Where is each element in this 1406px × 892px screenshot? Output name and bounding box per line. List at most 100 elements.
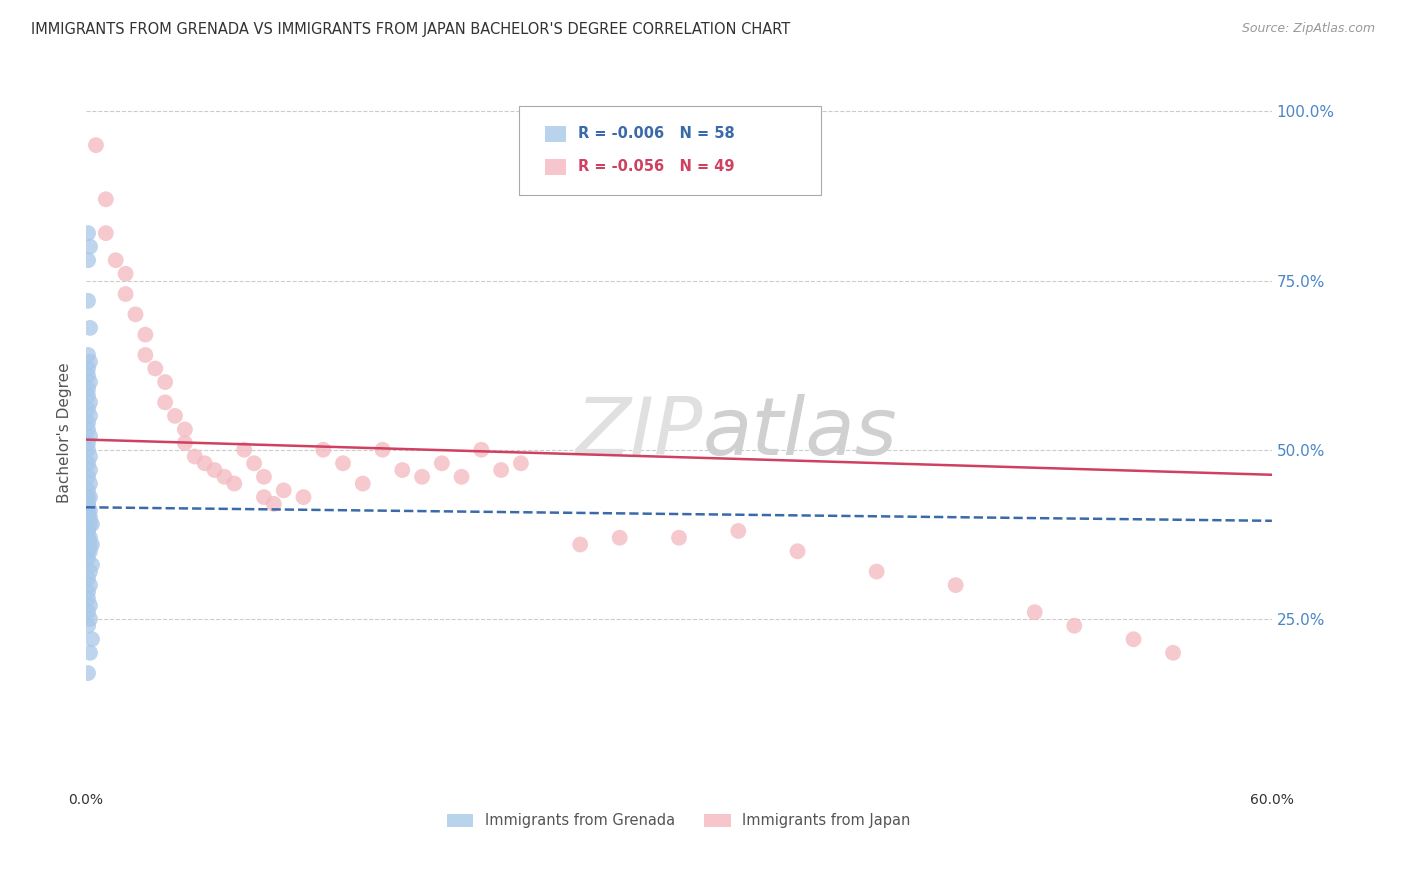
Point xyxy=(77,585,100,599)
Point xyxy=(77,524,100,538)
Text: R = -0.006   N = 58: R = -0.006 N = 58 xyxy=(578,127,735,141)
Point xyxy=(79,490,101,504)
Point xyxy=(80,558,103,572)
Point xyxy=(163,409,186,423)
Point xyxy=(77,456,100,470)
Point xyxy=(233,442,256,457)
Point xyxy=(77,422,100,436)
Point xyxy=(79,544,101,558)
Point xyxy=(124,307,146,321)
Point xyxy=(77,571,100,585)
Point xyxy=(77,348,100,362)
Point xyxy=(668,531,690,545)
Point xyxy=(77,442,100,457)
Point xyxy=(77,436,100,450)
Point xyxy=(84,138,107,153)
Point xyxy=(77,503,100,517)
Point xyxy=(79,565,101,579)
Point xyxy=(194,456,217,470)
Point xyxy=(104,253,127,268)
Bar xyxy=(546,126,567,142)
Point xyxy=(79,646,101,660)
Point xyxy=(253,490,276,504)
Point xyxy=(77,618,100,632)
Point xyxy=(1024,605,1046,619)
Point xyxy=(609,531,631,545)
Point xyxy=(79,599,101,613)
Point xyxy=(224,476,246,491)
Point xyxy=(79,321,101,335)
Point xyxy=(243,456,266,470)
Point xyxy=(332,456,354,470)
Point xyxy=(79,537,101,551)
Point xyxy=(77,470,100,484)
Point xyxy=(509,456,531,470)
Point xyxy=(184,450,207,464)
Point xyxy=(727,524,749,538)
Point xyxy=(94,192,117,206)
Point xyxy=(253,470,276,484)
Point xyxy=(371,442,394,457)
Point xyxy=(786,544,808,558)
Point xyxy=(173,422,195,436)
Point xyxy=(1063,618,1085,632)
Point xyxy=(273,483,295,498)
Point xyxy=(114,267,136,281)
Legend: Immigrants from Grenada, Immigrants from Japan: Immigrants from Grenada, Immigrants from… xyxy=(441,807,917,834)
Point xyxy=(79,240,101,254)
Point xyxy=(80,537,103,551)
Bar xyxy=(546,159,567,175)
Text: atlas: atlas xyxy=(703,393,897,472)
Point xyxy=(945,578,967,592)
Point xyxy=(77,382,100,396)
Point xyxy=(79,531,101,545)
Point xyxy=(79,517,101,532)
Point xyxy=(153,375,176,389)
Point xyxy=(80,517,103,532)
Point xyxy=(77,551,100,566)
Point xyxy=(77,293,100,308)
Point xyxy=(430,456,453,470)
Point xyxy=(143,361,166,376)
Point xyxy=(77,524,100,538)
Point xyxy=(77,490,100,504)
Point xyxy=(173,436,195,450)
Point xyxy=(79,463,101,477)
Point xyxy=(134,348,156,362)
Point xyxy=(77,544,100,558)
Point xyxy=(489,463,512,477)
Point xyxy=(352,476,374,491)
Point xyxy=(470,442,492,457)
Point xyxy=(411,470,433,484)
Point xyxy=(79,375,101,389)
Text: IMMIGRANTS FROM GRENADA VS IMMIGRANTS FROM JAPAN BACHELOR'S DEGREE CORRELATION C: IMMIGRANTS FROM GRENADA VS IMMIGRANTS FR… xyxy=(31,22,790,37)
Point xyxy=(77,402,100,417)
Point xyxy=(114,287,136,301)
Point xyxy=(79,503,101,517)
Point xyxy=(77,666,100,681)
Point xyxy=(79,476,101,491)
Point xyxy=(77,368,100,383)
Text: ZIP: ZIP xyxy=(575,393,703,472)
Point xyxy=(77,510,100,524)
Point xyxy=(865,565,887,579)
Point xyxy=(77,416,100,430)
Point xyxy=(77,497,100,511)
Point xyxy=(214,470,236,484)
Point xyxy=(79,355,101,369)
Point xyxy=(79,395,101,409)
Point xyxy=(77,591,100,606)
Point xyxy=(77,253,100,268)
Point xyxy=(79,409,101,423)
Point xyxy=(77,226,100,240)
Point xyxy=(391,463,413,477)
Point xyxy=(292,490,315,504)
Point xyxy=(77,388,100,402)
Point xyxy=(79,510,101,524)
Point xyxy=(79,578,101,592)
Point xyxy=(1161,646,1184,660)
Point xyxy=(312,442,335,457)
Point xyxy=(77,531,100,545)
Y-axis label: Bachelor's Degree: Bachelor's Degree xyxy=(58,362,72,503)
Point xyxy=(1122,632,1144,647)
